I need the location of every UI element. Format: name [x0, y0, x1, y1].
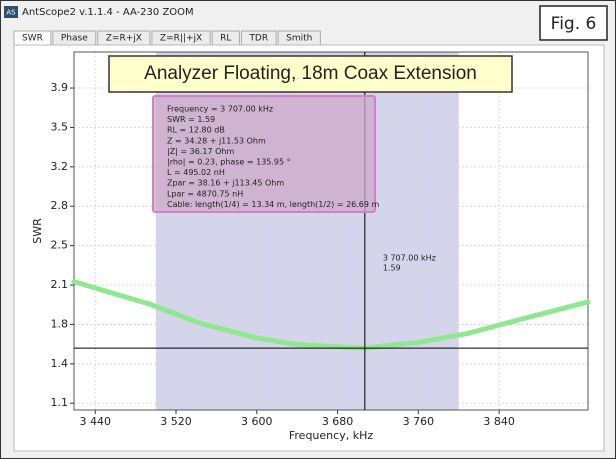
y-tick-label: 3.5: [51, 120, 69, 133]
y-tick-label: 1.1: [51, 396, 69, 409]
series-line: [71, 279, 591, 351]
figure-label-box: [539, 5, 608, 41]
y-tick-label: 2.5: [51, 239, 69, 252]
info-line: SWR = 1.59: [167, 115, 215, 124]
info-line: L = 495.02 nH: [167, 168, 225, 177]
tab-label: SWR: [22, 34, 43, 44]
info-line: Z = 34.28 + j11.53 Ohm: [167, 136, 266, 145]
info-line: RL = 12.80 dB: [167, 126, 225, 135]
tab-label: Smith: [286, 34, 312, 44]
x-tick-label: 3 840: [483, 415, 515, 428]
annotation-box: [108, 55, 513, 93]
app-icon-text: AS: [6, 9, 16, 17]
x-tick-label: 3 520: [160, 415, 192, 428]
info-box: [152, 95, 376, 213]
x-tick-label: 3 760: [403, 415, 435, 428]
marker-y-label: 1.59: [383, 264, 401, 273]
info-line: Lpar = 4870.75 nH: [167, 189, 243, 198]
y-tick-label: 3.9: [51, 81, 69, 94]
info-line: Zpar = 38.16 + j113.45 Ohm: [167, 179, 284, 188]
marker-x-label: 3 707.00 kHz: [383, 254, 436, 263]
tab-label: Z=R+jX: [106, 34, 142, 44]
y-tick-label: 2.1: [51, 278, 69, 291]
annotation: Analyzer Floating, 18m Coax Extension: [144, 63, 477, 84]
info-line: |rho| = 0.23, phase = 135.95 °: [167, 158, 291, 167]
tab-label: TDR: [248, 34, 268, 44]
plot: 1.1 1.4 1.8 2.1 2.5 2.8 3.2 3.5 3.9 3 440 3 520 3 6…: [31, 51, 591, 442]
window-title: AntScope2 v.1.1.4 - AA-230 ZOOM: [22, 7, 194, 18]
info-line: Cable: length(1/4) = 13.34 m, length(1/2…: [167, 200, 380, 209]
info-line: Frequency = 3 707.00 kHz: [167, 105, 273, 114]
tab-bar: SWR Phase Z=R+jX Z=R||+jX RL TDR Smith: [13, 30, 321, 46]
tab-label: Phase: [61, 34, 88, 44]
app-icon: [4, 6, 18, 18]
tab-label: RL: [220, 34, 231, 44]
x-tick-label: 3 680: [322, 415, 354, 428]
y-axis-label: SWR: [31, 218, 44, 244]
plot-frame: [73, 51, 589, 411]
y-tick-label: 3.2: [51, 160, 69, 173]
x-axis-label: Frequency, kHz: [289, 429, 373, 442]
tab-label: Z=R||+jX: [160, 34, 202, 44]
x-tick-label: 3 600: [241, 415, 273, 428]
y-tick-label: 2.8: [51, 199, 69, 212]
info-line: |Z| = 36.17 Ohm: [167, 147, 234, 156]
y-tick-label: 1.8: [51, 317, 69, 330]
figure-label: Fig. 6: [551, 14, 597, 34]
x-tick-label: 3 440: [79, 415, 111, 428]
y-tick-label: 1.4: [51, 357, 69, 370]
